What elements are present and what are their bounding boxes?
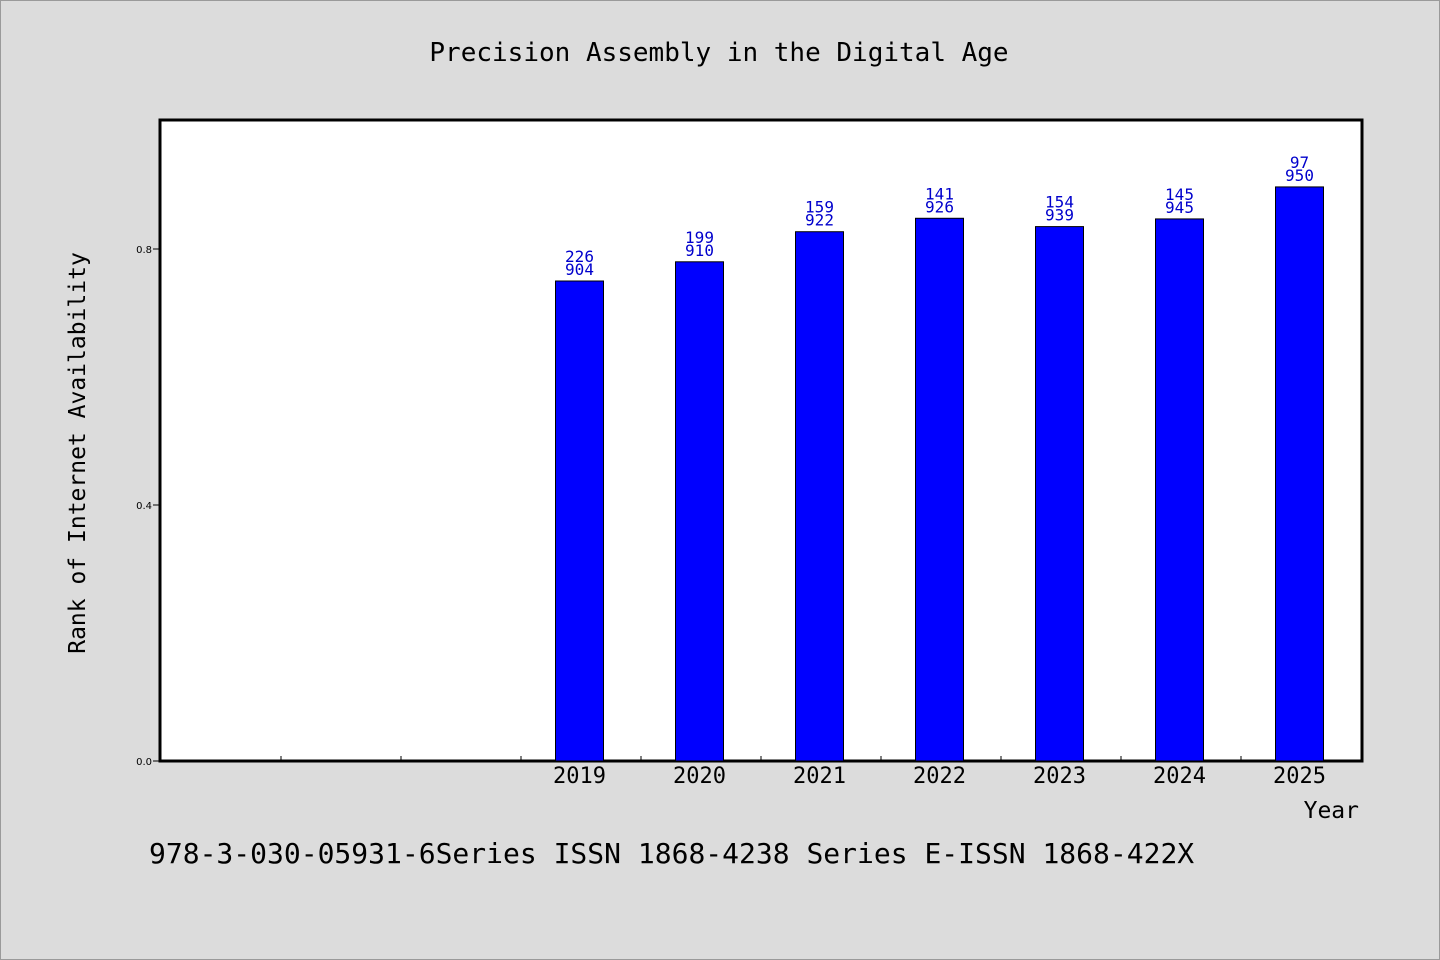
- data-label-top: 199: [685, 228, 714, 247]
- bar-2021: [795, 231, 844, 762]
- data-label-top: 97: [1290, 153, 1309, 172]
- data-label-bottom: 904: [565, 260, 594, 279]
- y-tick-label: 0.0: [136, 757, 152, 768]
- x-axis-ticks: [280, 756, 1242, 761]
- x-tick-label: 2021: [793, 764, 846, 789]
- y-axis-label: Rank of Internet Availability: [65, 252, 91, 654]
- bars-group: [555, 186, 1324, 762]
- x-tick-label: 2019: [553, 764, 606, 789]
- x-tick-label: 2020: [673, 764, 726, 789]
- data-label-top: 145: [1165, 185, 1194, 204]
- bar-2024: [1155, 218, 1204, 762]
- footer-text: 978-3-030-05931-6Series ISSN 1868-4238 S…: [149, 837, 1194, 870]
- data-label-bottom: 939: [1045, 206, 1074, 225]
- data-label-top: 159: [805, 198, 834, 217]
- y-tick-label: 0.4: [136, 501, 152, 512]
- bar-2025: [1275, 186, 1324, 762]
- x-tick-label: 2022: [913, 764, 966, 789]
- bar-2022: [915, 217, 964, 762]
- x-tick-label: 2024: [1153, 764, 1206, 789]
- y-axis-ticks: 0.0 0.4 0.8: [136, 245, 160, 768]
- bar-2023: [1035, 226, 1084, 762]
- x-axis-label: Year: [1304, 798, 1359, 824]
- data-label-bottom: 945: [1165, 198, 1194, 217]
- data-label-top: 226: [565, 247, 594, 266]
- data-label-bottom: 926: [925, 197, 954, 216]
- bar-2019: [555, 280, 604, 762]
- x-tick-labels-group: 2019 2020 2021 2022 2023 2024 2025: [553, 764, 1326, 789]
- data-label-bottom: 922: [805, 211, 834, 230]
- data-label-top: 141: [925, 184, 954, 203]
- bar-2020: [675, 261, 724, 762]
- data-label-bottom: 910: [685, 241, 714, 260]
- x-tick-label: 2023: [1033, 764, 1086, 789]
- x-tick-label: 2025: [1273, 764, 1326, 789]
- data-label-top: 154: [1045, 193, 1074, 212]
- data-label-bottom: 950: [1285, 166, 1314, 185]
- chart-title: Precision Assembly in the Digital Age: [429, 38, 1008, 68]
- y-tick-label: 0.8: [136, 245, 152, 256]
